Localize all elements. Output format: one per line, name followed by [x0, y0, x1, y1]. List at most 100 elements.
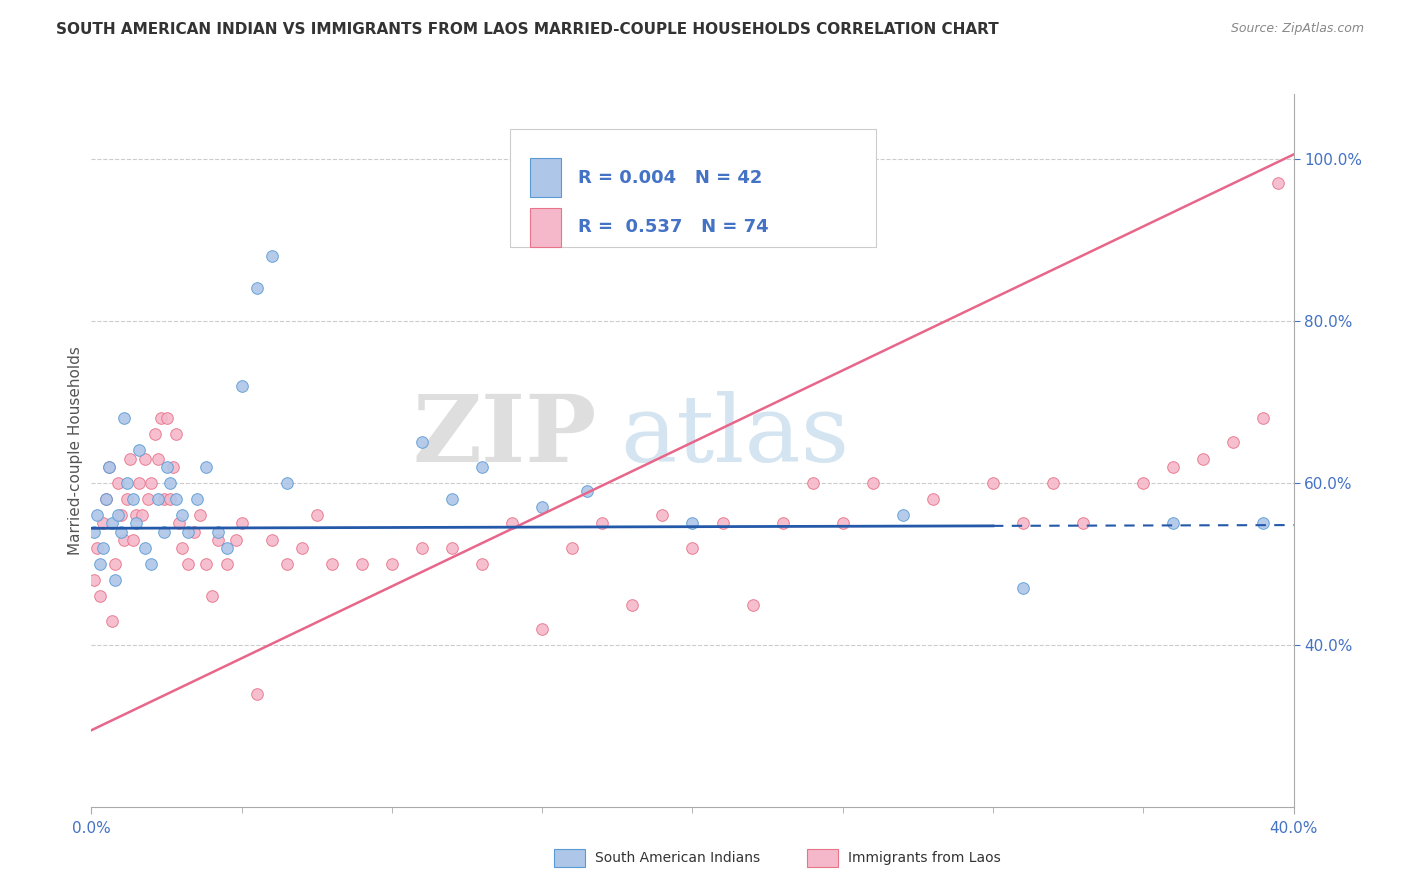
Point	[1071, 516, 1094, 531]
Point	[170, 508, 193, 523]
Point	[207, 524, 229, 539]
Point	[1253, 516, 1275, 531]
Text: Immigrants from Laos: Immigrants from Laos	[848, 851, 1001, 865]
Point	[471, 557, 494, 571]
Point	[101, 614, 124, 628]
Point	[276, 557, 298, 571]
Point	[86, 541, 108, 555]
Point	[411, 541, 433, 555]
Point	[621, 598, 644, 612]
Point	[114, 533, 136, 547]
Point	[231, 378, 253, 392]
Point	[1192, 451, 1215, 466]
Point	[215, 557, 238, 571]
Point	[215, 541, 238, 555]
Point	[128, 443, 150, 458]
Point	[260, 249, 283, 263]
Point	[981, 475, 1004, 490]
Point	[138, 492, 160, 507]
Point	[134, 541, 156, 555]
Text: atlas: atlas	[620, 392, 849, 481]
Point	[1042, 475, 1064, 490]
Point	[96, 492, 118, 507]
Point	[170, 541, 193, 555]
Point	[411, 435, 433, 450]
Point	[86, 508, 108, 523]
Point	[291, 541, 314, 555]
Point	[152, 524, 174, 539]
Point	[471, 459, 494, 474]
Point	[128, 475, 150, 490]
Point	[831, 516, 853, 531]
Point	[531, 500, 554, 515]
Point	[104, 573, 127, 587]
Point	[122, 533, 145, 547]
Point	[141, 475, 163, 490]
Point	[83, 573, 105, 587]
Point	[104, 557, 127, 571]
Point	[122, 492, 145, 507]
Point	[862, 475, 884, 490]
Point	[125, 516, 148, 531]
Text: R =  0.537   N = 74: R = 0.537 N = 74	[578, 219, 769, 236]
Point	[194, 557, 217, 571]
Point	[93, 541, 115, 555]
Point	[101, 516, 124, 531]
Point	[89, 557, 111, 571]
Point	[165, 427, 187, 442]
Point	[117, 492, 139, 507]
Point	[276, 475, 298, 490]
Point	[531, 622, 554, 636]
Point	[96, 492, 118, 507]
Point	[321, 557, 343, 571]
Point	[165, 492, 187, 507]
Point	[155, 411, 177, 425]
Point	[260, 533, 283, 547]
Point	[93, 516, 115, 531]
Point	[651, 508, 673, 523]
Point	[561, 541, 583, 555]
Point	[110, 524, 132, 539]
Point	[381, 557, 404, 571]
Point	[83, 524, 105, 539]
Point	[1161, 459, 1184, 474]
Point	[194, 459, 217, 474]
Point	[117, 475, 139, 490]
Point	[440, 541, 463, 555]
Point	[149, 411, 172, 425]
Point	[225, 533, 247, 547]
Point	[110, 508, 132, 523]
Text: ZIP: ZIP	[412, 392, 596, 481]
Point	[350, 557, 373, 571]
Point	[891, 508, 914, 523]
Point	[231, 516, 253, 531]
Point	[681, 516, 703, 531]
Text: SOUTH AMERICAN INDIAN VS IMMIGRANTS FROM LAOS MARRIED-COUPLE HOUSEHOLDS CORRELAT: SOUTH AMERICAN INDIAN VS IMMIGRANTS FROM…	[56, 22, 1000, 37]
Point	[146, 492, 169, 507]
Point	[576, 483, 599, 498]
Point	[922, 492, 945, 507]
Point	[246, 687, 269, 701]
Point	[207, 533, 229, 547]
Point	[246, 281, 269, 295]
Point	[146, 451, 169, 466]
Point	[155, 459, 177, 474]
Point	[141, 557, 163, 571]
Point	[711, 516, 734, 531]
Text: Source: ZipAtlas.com: Source: ZipAtlas.com	[1230, 22, 1364, 36]
Point	[107, 508, 129, 523]
Point	[98, 459, 121, 474]
Point	[152, 492, 174, 507]
FancyBboxPatch shape	[510, 129, 876, 247]
Point	[167, 516, 190, 531]
Point	[1012, 582, 1035, 596]
Point	[1161, 516, 1184, 531]
Point	[162, 459, 184, 474]
Point	[440, 492, 463, 507]
Text: R = 0.004   N = 42: R = 0.004 N = 42	[578, 169, 762, 186]
Point	[159, 475, 181, 490]
Point	[741, 598, 763, 612]
Point	[1267, 176, 1289, 190]
Point	[772, 516, 794, 531]
Point	[501, 516, 523, 531]
